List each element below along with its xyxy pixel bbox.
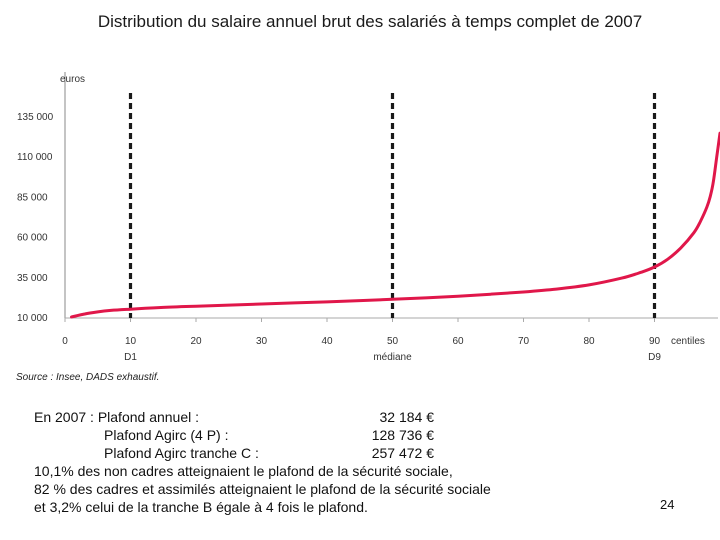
salary-distribution-chart: euros 10 000 35 000 60 000 85 000 110 000 135 …	[17, 72, 720, 363]
x-tick-label: 50	[387, 336, 399, 347]
y-tick-label: 10 000	[17, 313, 48, 324]
x-tick-label: 70	[518, 336, 530, 347]
reference-label: D1	[124, 352, 137, 363]
x-tick-label: 20	[190, 336, 202, 347]
note-label: Plafond Agirc tranche C :	[104, 445, 259, 461]
x-axis-unit: centiles	[671, 336, 705, 347]
page-title: Distribution du salaire annuel brut des …	[97, 12, 643, 31]
note-label: Plafond Agirc (4 P) :	[104, 427, 229, 443]
x-axis: 0 10 20 30 40 50 60 70 80 90 centiles	[62, 317, 718, 347]
page-number: 24	[660, 497, 675, 512]
y-tick-label: 85 000	[17, 192, 48, 203]
note-value: 128 736 €	[371, 427, 434, 443]
note-row-agirc-tranche-c: Plafond Agirc tranche C : 257 472 €	[34, 444, 594, 462]
x-tick-label: 80	[583, 336, 595, 347]
note-line: et 3,2% celui de la tranche B égale à 4 …	[34, 499, 368, 515]
note-row-plafond-agirc: Plafond Agirc (4 P) : 128 736 €	[34, 426, 594, 444]
salary-distribution-line	[70, 131, 720, 319]
x-tick-label: 60	[452, 336, 464, 347]
reference-lines: D1 médiane D9	[124, 93, 661, 363]
source-note: Source : Insee, DADS exhaustif.	[16, 372, 160, 383]
note-value: 32 184 €	[379, 409, 435, 425]
reference-label: médiane	[373, 352, 412, 363]
x-tick-label: 0	[62, 336, 68, 347]
x-tick-label: 40	[321, 336, 333, 347]
note-row-plafond-annuel: En 2007 : Plafond annuel : 32 184 €	[34, 408, 594, 426]
note-value: 257 472 €	[371, 445, 434, 461]
reference-label: D9	[648, 352, 661, 363]
notes-block: En 2007 : Plafond annuel : 32 184 € Plaf…	[34, 408, 594, 516]
y-axis: euros 10 000 35 000 60 000 85 000 110 000 135 …	[17, 72, 85, 324]
note-line: 10,1% des non cadres atteignaient le pla…	[34, 463, 453, 479]
y-axis-unit: euros	[60, 74, 85, 85]
y-tick-label: 110 000	[17, 152, 53, 163]
y-tick-label: 60 000	[17, 233, 48, 244]
y-tick-label: 35 000	[17, 273, 48, 284]
x-tick-label: 10	[125, 336, 137, 347]
note-line: 82 % des cadres et assimilés atteignaien…	[34, 481, 491, 497]
note-label: En 2007 : Plafond annuel :	[34, 409, 200, 425]
x-tick-label: 30	[256, 336, 268, 347]
x-tick-label: 90	[649, 336, 661, 347]
y-tick-label: 135 000	[17, 112, 54, 123]
series	[70, 131, 720, 319]
